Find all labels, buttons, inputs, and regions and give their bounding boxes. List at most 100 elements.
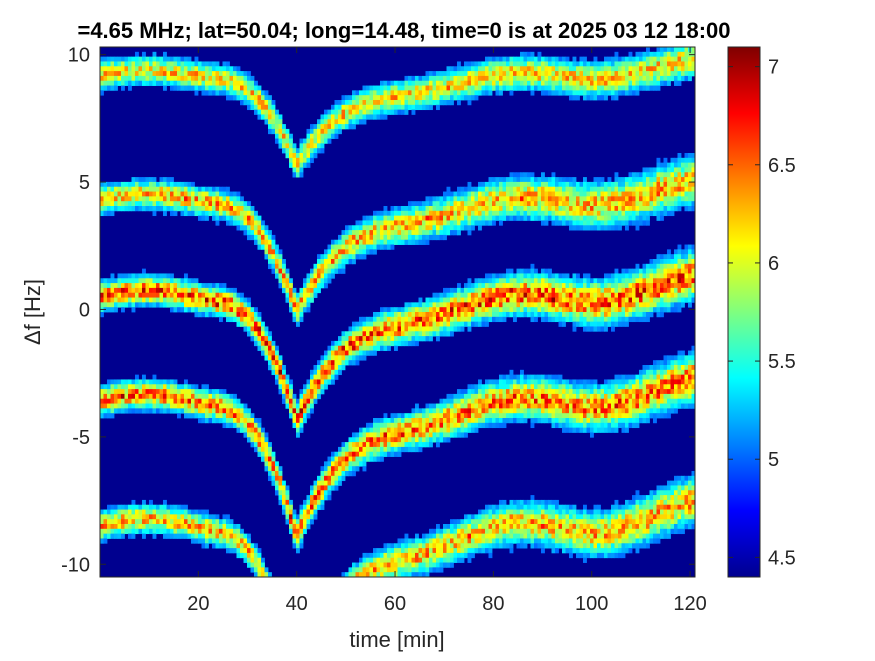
heatmap-cell — [544, 389, 549, 395]
heatmap-cell — [436, 104, 440, 111]
heatmap-cell — [184, 408, 188, 414]
heatmap-cell — [348, 437, 353, 443]
heatmap-cell — [404, 230, 409, 236]
heatmap-cell — [352, 95, 356, 101]
heatmap-cell — [166, 191, 171, 197]
heatmap-cell — [439, 201, 444, 207]
heatmap-cell — [460, 543, 465, 549]
heatmap-cell — [467, 100, 472, 106]
heatmap-cell — [247, 432, 251, 438]
heatmap-cell — [544, 524, 549, 530]
heatmap-cell — [436, 437, 440, 443]
heatmap-cell — [327, 124, 332, 130]
heatmap-cell — [509, 403, 514, 409]
heatmap-cell — [541, 71, 545, 77]
heatmap-cell — [401, 307, 405, 313]
heatmap-cell — [250, 100, 255, 106]
heatmap-cell — [194, 90, 199, 96]
heatmap-cell — [145, 287, 150, 294]
heatmap-cell — [110, 287, 115, 294]
heatmap-cell — [110, 413, 115, 419]
heatmap-cell — [548, 499, 552, 506]
heatmap-cell — [397, 331, 402, 337]
heatmap-cell — [516, 206, 521, 212]
heatmap-cell — [208, 283, 213, 289]
heatmap-cell — [380, 442, 384, 448]
heatmap-cell — [464, 543, 468, 549]
heatmap-cell — [429, 234, 433, 241]
heatmap-cell — [537, 408, 542, 414]
heatmap-cell — [446, 552, 451, 559]
heatmap-cell — [439, 567, 444, 573]
heatmap-cell — [313, 138, 318, 144]
heatmap-cell — [320, 471, 325, 477]
heatmap-cell — [397, 557, 402, 563]
heatmap-cell — [261, 567, 265, 573]
heatmap-cell — [208, 61, 213, 67]
heatmap-cell — [474, 524, 479, 530]
heatmap-cell — [219, 196, 223, 202]
heatmap-cell — [247, 321, 251, 327]
heatmap-cell — [422, 206, 426, 212]
heatmap-cell — [352, 326, 356, 332]
heatmap-cell — [432, 201, 437, 207]
heatmap-cell — [555, 278, 559, 284]
heatmap-cell — [219, 287, 223, 294]
heatmap-cell — [366, 562, 370, 568]
heatmap-cell — [156, 292, 160, 298]
heatmap-cell — [177, 80, 181, 86]
heatmap-cell — [362, 331, 367, 337]
heatmap-cell — [229, 215, 234, 221]
heatmap-cell — [415, 302, 419, 308]
heatmap-cell — [173, 201, 178, 207]
heatmap-cell — [180, 80, 185, 86]
heatmap-cell — [415, 331, 419, 337]
heatmap-cell — [408, 321, 412, 327]
heatmap-cell — [194, 538, 199, 544]
heatmap-cell — [247, 220, 251, 226]
heatmap-cell — [310, 403, 314, 409]
heatmap-cell — [233, 201, 237, 207]
heatmap-cell — [271, 268, 276, 274]
heatmap-cell — [541, 524, 545, 530]
heatmap-cell — [387, 80, 391, 86]
heatmap-cell — [198, 292, 202, 298]
heatmap-cell — [201, 215, 206, 221]
heatmap-cell — [324, 114, 328, 120]
heatmap-cell — [534, 389, 538, 395]
heatmap-cell — [415, 201, 419, 207]
heatmap-cell — [541, 61, 545, 67]
heatmap-cell — [471, 543, 475, 549]
heatmap-cell — [341, 466, 346, 472]
heatmap-cell — [523, 201, 528, 207]
heatmap-cell — [485, 278, 489, 284]
heatmap-cell — [226, 292, 230, 298]
heatmap-cell — [299, 533, 304, 539]
heatmap-cell — [457, 316, 461, 323]
heatmap-cell — [404, 100, 409, 106]
heatmap-cell — [425, 543, 430, 549]
heatmap-cell — [303, 418, 307, 424]
heatmap-cell — [383, 413, 388, 419]
heatmap-cell — [457, 220, 461, 226]
heatmap-cell — [443, 71, 447, 77]
heatmap-cell — [264, 432, 269, 438]
heatmap-cell — [415, 75, 419, 82]
heatmap-cell — [450, 230, 454, 236]
heatmap-cell — [271, 239, 276, 245]
heatmap-cell — [457, 543, 461, 549]
heatmap-cell — [541, 389, 545, 395]
heatmap-cell — [226, 196, 230, 202]
heatmap-cell — [544, 210, 549, 217]
heatmap-cell — [408, 326, 412, 332]
heatmap-cell — [198, 196, 202, 202]
heatmap-cell — [205, 61, 209, 67]
heatmap-cell — [488, 61, 493, 67]
heatmap-cell — [443, 552, 447, 559]
heatmap-cell — [425, 321, 430, 327]
heatmap-cell — [373, 104, 377, 111]
heatmap-cell — [380, 548, 384, 554]
heatmap-cell — [387, 422, 391, 429]
heatmap-cell — [194, 403, 199, 409]
heatmap-cell — [502, 418, 507, 424]
